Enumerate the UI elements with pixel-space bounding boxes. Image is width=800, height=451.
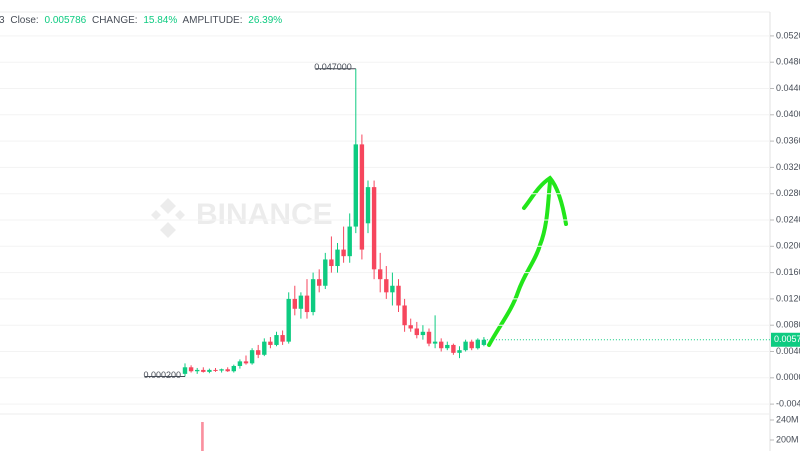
candle-body <box>249 350 255 364</box>
candle-body <box>317 279 322 286</box>
candle-body <box>439 341 444 349</box>
current-price-label: 0.005786 <box>774 334 800 344</box>
candle-body <box>280 335 285 342</box>
candle-body <box>396 285 401 306</box>
y-tick-label: 0.044000 <box>776 83 800 93</box>
period: 3 <box>0 15 5 26</box>
candle-body <box>402 305 407 326</box>
y-tick-label: -0.004000 <box>776 398 800 408</box>
candle-body <box>445 344 450 349</box>
candle-body <box>451 344 456 353</box>
candle-body <box>237 361 243 366</box>
candle-body <box>353 144 358 227</box>
volume-tick-label: 200M <box>776 434 799 444</box>
y-tick-label: 0.008000 <box>776 320 800 330</box>
y-tick-label: 0.040000 <box>776 109 800 119</box>
candle-body <box>384 279 389 293</box>
candle-body <box>329 259 334 267</box>
candle-body <box>365 187 371 224</box>
y-tick-label: 0.048000 <box>776 57 800 67</box>
close-label: Close: <box>10 15 38 26</box>
y-tick-label: 0.024000 <box>776 214 800 224</box>
candle-body <box>231 365 236 372</box>
volume-bar <box>201 422 204 451</box>
candle-body <box>359 144 365 250</box>
y-tick-label: 0.004000 <box>776 346 800 356</box>
y-tick-label: 0.016000 <box>776 267 800 277</box>
y-tick-label: 0.032000 <box>776 162 800 172</box>
y-tick-label: 0.052000 <box>776 30 800 40</box>
y-tick-label: 0.036000 <box>776 135 800 145</box>
candle-body <box>335 249 340 267</box>
candle-body <box>243 361 249 364</box>
candle-body <box>195 369 200 372</box>
candle-body <box>463 341 468 351</box>
candle-body <box>182 367 188 374</box>
candle-body <box>371 187 377 270</box>
candle-body <box>219 369 224 371</box>
candle-body <box>469 341 474 349</box>
candle-body <box>475 339 480 349</box>
candle-body <box>408 325 413 329</box>
candle-body <box>304 295 310 313</box>
candle-body <box>323 259 328 286</box>
candle-body <box>310 279 316 313</box>
candle-body <box>426 331 432 344</box>
y-tick-label: 0.020000 <box>776 241 800 251</box>
watermark-logo <box>151 198 185 238</box>
candle-body <box>268 341 273 345</box>
volume-tick-label: 240M <box>776 414 799 424</box>
hand-drawn-arrow <box>487 175 568 347</box>
current-price-box <box>771 332 800 347</box>
y-tick-label: 0.012000 <box>776 293 800 303</box>
change-label: CHANGE: <box>92 15 138 26</box>
candle-body <box>420 331 426 336</box>
candle-body <box>262 341 267 355</box>
candle-body <box>347 226 352 257</box>
candle-body <box>292 298 297 309</box>
candle-body <box>286 298 291 342</box>
candle-body <box>390 285 395 293</box>
candle-body <box>274 335 279 345</box>
candle-body <box>378 269 383 280</box>
min-label: 0.000200 <box>143 370 181 380</box>
candle-body <box>213 369 218 371</box>
candle-body <box>256 350 261 355</box>
max-label: 0.047000 <box>314 62 352 72</box>
candle-body <box>414 328 419 336</box>
amplitude-label: AMPLITUDE: <box>182 15 242 26</box>
close-value: 0.005786 <box>44 15 86 26</box>
candle-body <box>481 339 487 345</box>
candle-body <box>457 350 462 353</box>
candle-body <box>432 341 438 344</box>
candle-body <box>207 369 212 372</box>
candle-body <box>201 369 206 372</box>
candle-body <box>225 369 230 372</box>
candle-body <box>341 249 346 257</box>
watermark-text: BINANCE <box>196 198 333 231</box>
change-value: 15.84% <box>143 15 177 26</box>
amplitude-value: 26.39% <box>248 15 282 26</box>
header: 3 Close: 0.005786 CHANGE: 15.84% AMPLITU… <box>0 15 282 26</box>
y-tick-label: 0.028000 <box>776 188 800 198</box>
y-tick-label: 0.000000 <box>776 372 800 382</box>
watermark: BINANCE <box>151 198 333 238</box>
candle-body <box>188 367 194 372</box>
candle-body <box>298 295 304 309</box>
